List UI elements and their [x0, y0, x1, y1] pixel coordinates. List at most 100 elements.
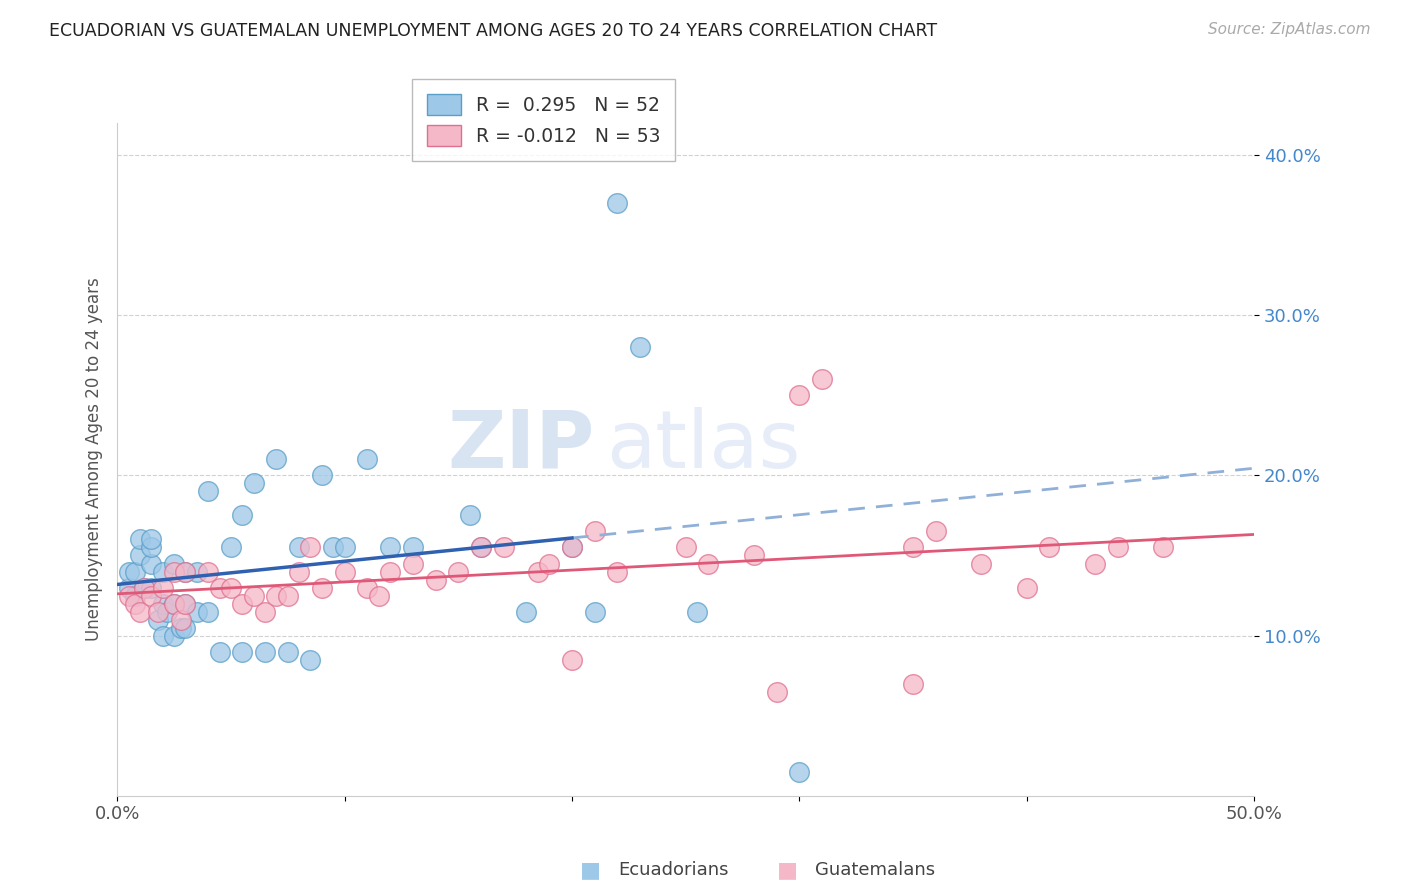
Point [447, 565, 470, 579]
Point [515, 605, 537, 619]
Point [219, 581, 242, 595]
Point [141, 541, 163, 555]
Y-axis label: Unemployment Among Ages 20 to 24 years: Unemployment Among Ages 20 to 24 years [86, 277, 103, 641]
Point [163, 597, 186, 611]
Point [163, 597, 186, 611]
Point [277, 644, 299, 658]
Point [174, 565, 197, 579]
Point [789, 764, 811, 779]
Point [266, 589, 288, 603]
Point [156, 605, 179, 619]
Point [322, 541, 344, 555]
Point [266, 452, 288, 467]
Text: ZIP: ZIP [447, 407, 595, 485]
Point [197, 565, 219, 579]
Point [561, 541, 583, 555]
Point [538, 557, 561, 571]
Point [742, 549, 765, 563]
Point [901, 541, 924, 555]
Point [186, 565, 208, 579]
Point [765, 684, 787, 698]
Point [492, 541, 515, 555]
Point [675, 541, 697, 555]
Point [470, 541, 492, 555]
Text: atlas: atlas [606, 407, 800, 485]
Point [583, 605, 606, 619]
Point [208, 644, 231, 658]
Point [1152, 541, 1174, 555]
Point [333, 541, 356, 555]
Point [146, 613, 169, 627]
Point [356, 452, 378, 467]
Point [186, 605, 208, 619]
Point [606, 196, 628, 211]
Point [356, 581, 378, 595]
Point [152, 629, 174, 643]
Point [170, 613, 193, 627]
Point [174, 565, 197, 579]
Point [425, 573, 447, 587]
Point [170, 621, 193, 635]
Point [129, 533, 152, 547]
Point [117, 565, 139, 579]
Point [197, 605, 219, 619]
Point [367, 589, 389, 603]
Point [583, 524, 606, 539]
Point [134, 581, 156, 595]
Point [1084, 557, 1107, 571]
Point [378, 541, 401, 555]
Point [129, 549, 152, 563]
Point [124, 565, 146, 579]
Point [686, 605, 709, 619]
Point [1015, 581, 1038, 595]
Point [378, 565, 401, 579]
Point [242, 476, 264, 491]
Text: ECUADORIAN VS GUATEMALAN UNEMPLOYMENT AMONG AGES 20 TO 24 YEARS CORRELATION CHAR: ECUADORIAN VS GUATEMALAN UNEMPLOYMENT AM… [49, 22, 938, 40]
Point [333, 565, 356, 579]
Point [163, 557, 186, 571]
Point [288, 565, 311, 579]
Legend: R =  0.295   N = 52, R = -0.012   N = 53: R = 0.295 N = 52, R = -0.012 N = 53 [412, 78, 675, 161]
Point [288, 541, 311, 555]
Point [152, 581, 174, 595]
Point [146, 605, 169, 619]
Point [208, 581, 231, 595]
Point [141, 533, 163, 547]
Point [299, 541, 322, 555]
Point [134, 581, 156, 595]
Point [253, 605, 276, 619]
Point [311, 581, 333, 595]
Point [561, 541, 583, 555]
Text: Ecuadorians: Ecuadorians [619, 861, 730, 879]
Point [925, 524, 948, 539]
Point [628, 340, 651, 354]
Text: Guatemalans: Guatemalans [815, 861, 935, 879]
Point [141, 581, 163, 595]
Point [124, 589, 146, 603]
Point [458, 508, 481, 523]
Point [1107, 541, 1129, 555]
Text: ■: ■ [581, 860, 600, 880]
Point [152, 565, 174, 579]
Point [311, 468, 333, 483]
Point [789, 388, 811, 402]
Point [152, 597, 174, 611]
Point [231, 644, 253, 658]
Point [242, 589, 264, 603]
Point [253, 644, 276, 658]
Point [124, 597, 146, 611]
Point [174, 597, 197, 611]
Point [197, 484, 219, 499]
Point [174, 597, 197, 611]
Point [697, 557, 720, 571]
Point [129, 605, 152, 619]
Point [402, 541, 425, 555]
Point [970, 557, 993, 571]
Point [402, 557, 425, 571]
Point [277, 589, 299, 603]
Text: Source: ZipAtlas.com: Source: ZipAtlas.com [1208, 22, 1371, 37]
Point [174, 621, 197, 635]
Point [231, 508, 253, 523]
Text: ■: ■ [778, 860, 797, 880]
Point [527, 565, 550, 579]
